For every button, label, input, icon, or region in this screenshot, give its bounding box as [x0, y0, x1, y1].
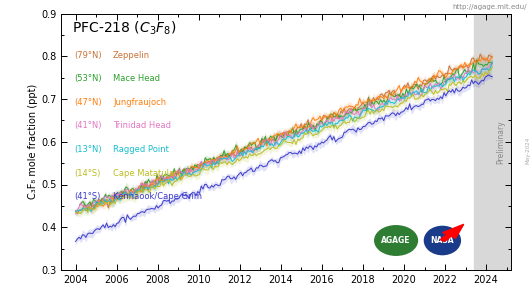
Ellipse shape: [425, 226, 460, 255]
Text: May-2024: May-2024: [526, 136, 531, 164]
Text: Cape Matatula: Cape Matatula: [113, 169, 174, 178]
Text: (41°N): (41°N): [74, 122, 101, 130]
Bar: [474, 14, 531, 270]
Text: (41°S): (41°S): [74, 192, 100, 201]
Text: Kennaook/Cape Grim: Kennaook/Cape Grim: [113, 192, 202, 201]
Ellipse shape: [375, 226, 418, 255]
Text: Ragged Point: Ragged Point: [113, 145, 169, 154]
Text: NASA: NASA: [430, 236, 454, 245]
Text: (13°N): (13°N): [74, 145, 102, 154]
Text: Jungfraujoch: Jungfraujoch: [113, 98, 166, 107]
Text: (47°N): (47°N): [74, 98, 102, 107]
FancyArrow shape: [440, 224, 464, 242]
Text: Mace Head: Mace Head: [113, 74, 160, 83]
Text: AGAGE: AGAGE: [381, 236, 411, 245]
Text: Preliminary: Preliminary: [496, 120, 505, 164]
Text: http://agage.mit.edu/: http://agage.mit.edu/: [452, 4, 527, 10]
Text: (14°S): (14°S): [74, 169, 100, 178]
Text: (79°N): (79°N): [74, 51, 102, 60]
Text: Zeppelin: Zeppelin: [113, 51, 150, 60]
Text: PFC-218 ($C_3F_8$): PFC-218 ($C_3F_8$): [72, 20, 177, 37]
Y-axis label: C₃F₈ mole fraction (ppt): C₃F₈ mole fraction (ppt): [28, 84, 38, 200]
Text: Trinidad Head: Trinidad Head: [113, 122, 171, 130]
Text: (53°N): (53°N): [74, 74, 102, 83]
